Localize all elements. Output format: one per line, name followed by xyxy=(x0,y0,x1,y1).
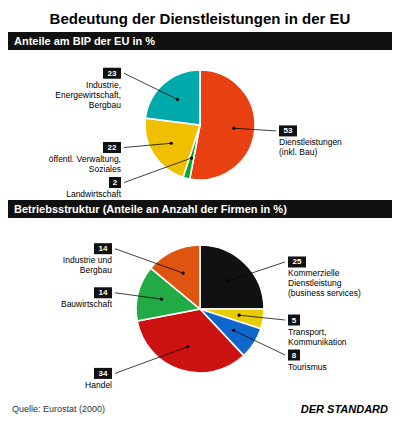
svg-text:34: 34 xyxy=(99,369,108,378)
html-text:Bedeutung der Dienstleistungen: Bedeutung der Dienstleistungen in der EU xyxy=(49,10,351,27)
svg-text:KommerzielleDienstleistung(bus: KommerzielleDienstleistung(business serv… xyxy=(288,268,361,298)
svg-text:Tourismus: Tourismus xyxy=(288,362,327,372)
svg-text:Industrie undBergbau: Industrie undBergbau xyxy=(63,255,112,275)
svg-text:öffentl. Verwaltung,Soziales: öffentl. Verwaltung,Soziales xyxy=(49,154,121,174)
svg-text:23: 23 xyxy=(108,69,117,78)
svg-text:Bauwirtschaft: Bauwirtschaft xyxy=(61,299,113,309)
html-text:Betriebsstruktur (Anteile an A: Betriebsstruktur (Anteile an Anzahl der … xyxy=(14,203,287,215)
svg-text:Landwirtschaft: Landwirtschaft xyxy=(66,189,121,199)
svg-text:53: 53 xyxy=(284,126,293,135)
svg-text:22: 22 xyxy=(108,143,117,152)
svg-text:25: 25 xyxy=(293,257,302,266)
html-text:DER STANDARD: DER STANDARD xyxy=(300,403,388,415)
html-text:Anteile am BIP der EU in %: Anteile am BIP der EU in % xyxy=(14,35,155,47)
html-text:Quelle: Eurostat (2000): Quelle: Eurostat (2000) xyxy=(12,404,106,414)
svg-text:14: 14 xyxy=(99,244,108,253)
svg-text:Transport,Kommunikation: Transport,Kommunikation xyxy=(288,327,347,347)
svg-text:Handel: Handel xyxy=(85,380,112,390)
svg-text:8: 8 xyxy=(292,351,297,360)
svg-text:Dienstleistungen(inkl. Bau): Dienstleistungen(inkl. Bau) xyxy=(279,137,342,157)
svg-text:Industrie,Energewirtschaft,Ber: Industrie,Energewirtschaft,Bergbau xyxy=(55,80,121,110)
svg-text:5: 5 xyxy=(292,316,297,325)
svg-text:14: 14 xyxy=(99,288,108,297)
svg-text:2: 2 xyxy=(113,178,118,187)
